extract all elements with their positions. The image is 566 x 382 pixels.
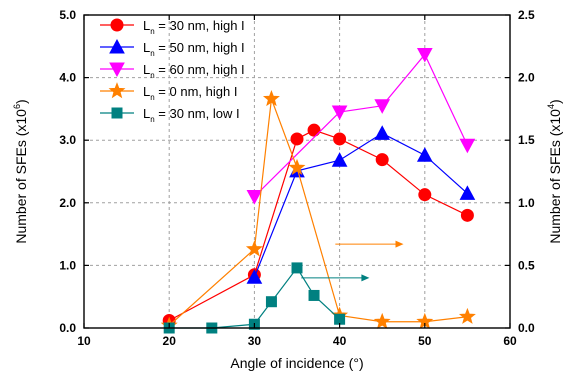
y-left-tick-label: 2.0 — [59, 196, 76, 210]
legend-label-symbol: L — [143, 106, 150, 121]
legend-label-text: = 0 nm, high I — [155, 84, 238, 99]
y-right-tick-label: 2.5 — [518, 8, 535, 22]
plot-series — [160, 47, 476, 334]
x-axis-title: Angle of incidence (°) — [230, 355, 363, 371]
legend-label-subscript: n — [150, 115, 154, 124]
legend: Ln = 30 nm, high ILn = 50 nm, high ILn =… — [100, 18, 245, 124]
legend-label-subscript: n — [150, 71, 154, 80]
data-point — [331, 152, 348, 167]
data-point — [331, 105, 348, 121]
series-line — [253, 132, 468, 278]
y-left-tick-label: 5.0 — [59, 8, 76, 22]
x-tick-label: 50 — [418, 334, 432, 348]
data-point — [246, 190, 263, 205]
legend-label-symbol: L — [143, 84, 150, 99]
legend-label: Ln = 30 nm, low I — [143, 106, 240, 124]
legend-label-subscript: n — [150, 49, 154, 58]
data-point — [459, 138, 476, 154]
y-right-tick-label: 0.0 — [518, 321, 535, 335]
legend-label: Ln = 0 nm, high I — [143, 84, 237, 102]
y-right-tick-label: 1.0 — [518, 196, 535, 210]
data-point — [265, 296, 277, 308]
legend-item: Ln = 30 nm, high I — [100, 18, 245, 36]
series-1 — [162, 123, 474, 327]
legend-item: Ln = 60 nm, high I — [100, 62, 245, 80]
x-tick-label: 60 — [503, 334, 517, 348]
data-point — [262, 89, 280, 107]
y-axis-left-title-base: Number of SFEs (x10 — [13, 109, 29, 244]
data-point — [374, 99, 391, 114]
data-point — [375, 153, 389, 167]
series-line — [253, 53, 468, 197]
legend-label-text: = 30 nm, low I — [155, 106, 240, 121]
data-point — [460, 208, 474, 222]
data-point — [416, 147, 433, 162]
data-point — [307, 123, 321, 137]
legend-item: Ln = 50 nm, high I — [100, 38, 245, 58]
data-point — [374, 125, 391, 140]
x-tick-label: 30 — [248, 334, 262, 348]
data-point — [308, 289, 320, 301]
legend-item: Ln = 30 nm, low I — [100, 106, 240, 124]
series-line — [168, 98, 468, 326]
y-axis-left-title: Number of SFEs (x106) — [12, 99, 29, 243]
legend-label: Ln = 60 nm, high I — [143, 62, 245, 80]
y-axis-right-title-exponent: 4 — [546, 104, 556, 109]
y-right-tick-label: 0.5 — [518, 258, 535, 272]
legend-label-subscript: n — [150, 93, 154, 102]
data-point — [288, 158, 306, 175]
data-point — [290, 132, 304, 146]
y-left-tick-label: 4.0 — [59, 71, 76, 85]
legend-label-symbol: L — [143, 40, 150, 55]
data-point — [334, 313, 346, 325]
data-point — [291, 262, 303, 274]
y-axis-right-title-base: Number of SFEs (x10 — [547, 109, 563, 244]
y-left-tick-label: 1.0 — [59, 258, 76, 272]
legend-label-subscript: n — [150, 27, 154, 36]
data-point — [416, 47, 433, 63]
axis-ticks: 10 20 30 40 50 600.01.02.03.04.05.00.00.51.01… — [59, 8, 535, 348]
y-axis-left-title-close: ) — [13, 99, 29, 104]
legend-marker — [108, 82, 126, 99]
x-tick-label: 20 — [163, 334, 177, 348]
y-left-tick-label: 3.0 — [59, 133, 76, 147]
legend-marker — [109, 62, 125, 78]
y-left-tick-label: 0.0 — [59, 321, 76, 335]
legend-marker — [110, 18, 124, 32]
data-point — [459, 185, 476, 200]
series-3 — [246, 47, 476, 205]
right-axis-arrow-head — [395, 240, 404, 248]
y-right-tick-label: 2.0 — [518, 71, 535, 85]
y-axis-right-title: Number of SFEs (x104) — [546, 99, 563, 243]
legend-marker — [111, 107, 123, 119]
data-point — [246, 269, 263, 284]
data-point — [418, 188, 432, 202]
data-point — [333, 132, 347, 146]
x-tick-label: 10 — [77, 334, 91, 348]
y-axis-left-title-exponent: 6 — [12, 104, 22, 109]
legend-label-text: = 50 nm, high I — [155, 40, 245, 55]
legend-label-symbol: L — [143, 62, 150, 77]
y-axis-right-title-close: ) — [547, 99, 563, 104]
data-point — [458, 307, 476, 324]
data-point — [245, 240, 263, 257]
legend-label: Ln = 30 nm, high I — [143, 18, 245, 36]
y-right-tick-label: 1.5 — [518, 133, 535, 147]
plot-frame — [83, 14, 511, 329]
x-tick-label: 40 — [333, 334, 347, 348]
legend-label-symbol: L — [143, 18, 150, 33]
legend-label-text: = 60 nm, high I — [155, 62, 245, 77]
data-point — [373, 312, 391, 329]
legend-item: Ln = 0 nm, high I — [100, 82, 237, 102]
legend-label: Ln = 50 nm, high I — [143, 40, 245, 58]
axis-indicator-arrows — [301, 240, 404, 282]
legend-label-text: = 30 nm, high I — [155, 18, 245, 33]
legend-marker — [109, 38, 125, 54]
series-line — [168, 129, 468, 322]
right-axis-arrow-head — [361, 274, 370, 282]
